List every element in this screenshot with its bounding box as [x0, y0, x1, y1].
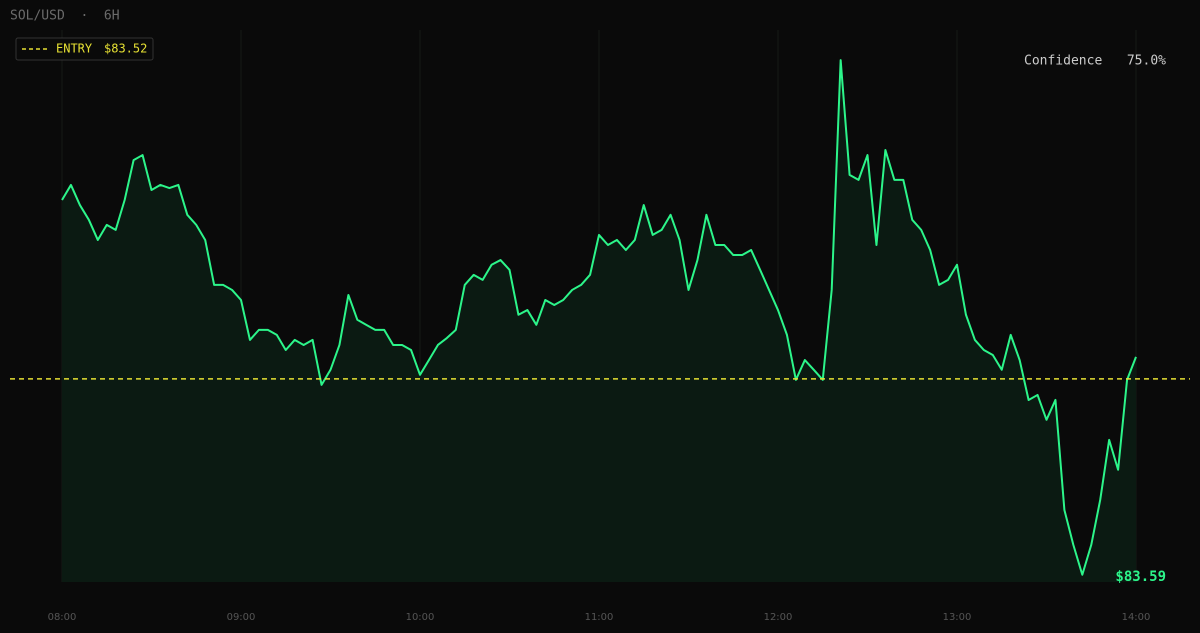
confidence-value: 75.0% — [1127, 54, 1166, 69]
price-line — [61, 59, 1137, 576]
legend-value: $83.52 — [104, 42, 147, 56]
x-tick-label: 10:00 — [406, 612, 435, 623]
x-tick-label: 13:00 — [943, 612, 972, 623]
x-tick-label: 11:00 — [585, 612, 614, 623]
chart-title: SOL/USD · 6H — [10, 9, 120, 24]
last-price-label: $83.59 — [1115, 569, 1166, 585]
legend-label: ENTRY — [56, 42, 93, 56]
x-tick-label: 14:00 — [1122, 612, 1151, 623]
confidence-label: Confidence — [1024, 54, 1102, 69]
legend-box — [15, 37, 154, 61]
x-tick-label: 12:00 — [764, 612, 793, 623]
x-tick-label: 09:00 — [227, 612, 256, 623]
x-tick-label: 08:00 — [48, 612, 77, 623]
area — [62, 60, 1136, 583]
